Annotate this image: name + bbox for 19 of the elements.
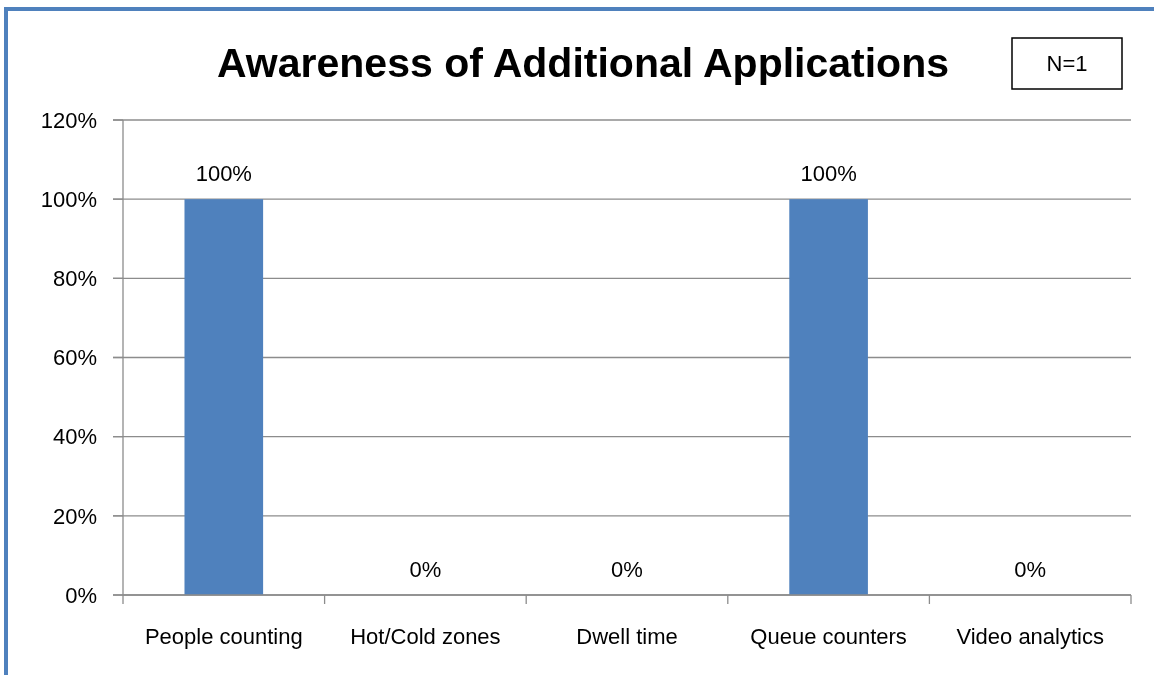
y-tick-label: 20% (52, 503, 97, 529)
data-label: 0% (611, 557, 643, 582)
y-tick-label: 40% (52, 424, 97, 450)
x-tick-label: Video analytics (956, 624, 1104, 649)
y-tick-label: 120% (40, 107, 97, 133)
y-tick-label: 60% (52, 345, 97, 371)
data-label: 0% (1014, 557, 1047, 582)
data-label: 100% (800, 161, 857, 187)
data-label: 100% (195, 161, 252, 187)
y-tick-label: 100% (40, 186, 97, 212)
y-tick-label: 80% (52, 266, 97, 292)
chart-title: Awareness of Additional Applications (216, 40, 950, 86)
x-tick-label: Dwell time (576, 624, 678, 649)
x-tick-label: Queue counters (750, 624, 907, 649)
x-tick-label: Hot/Cold zones (350, 624, 501, 649)
text: N=1 (1046, 51, 1088, 76)
y-tick-label: 0% (65, 582, 97, 608)
x-tick-label: People counting (144, 624, 303, 649)
data-label: 0% (409, 557, 442, 582)
